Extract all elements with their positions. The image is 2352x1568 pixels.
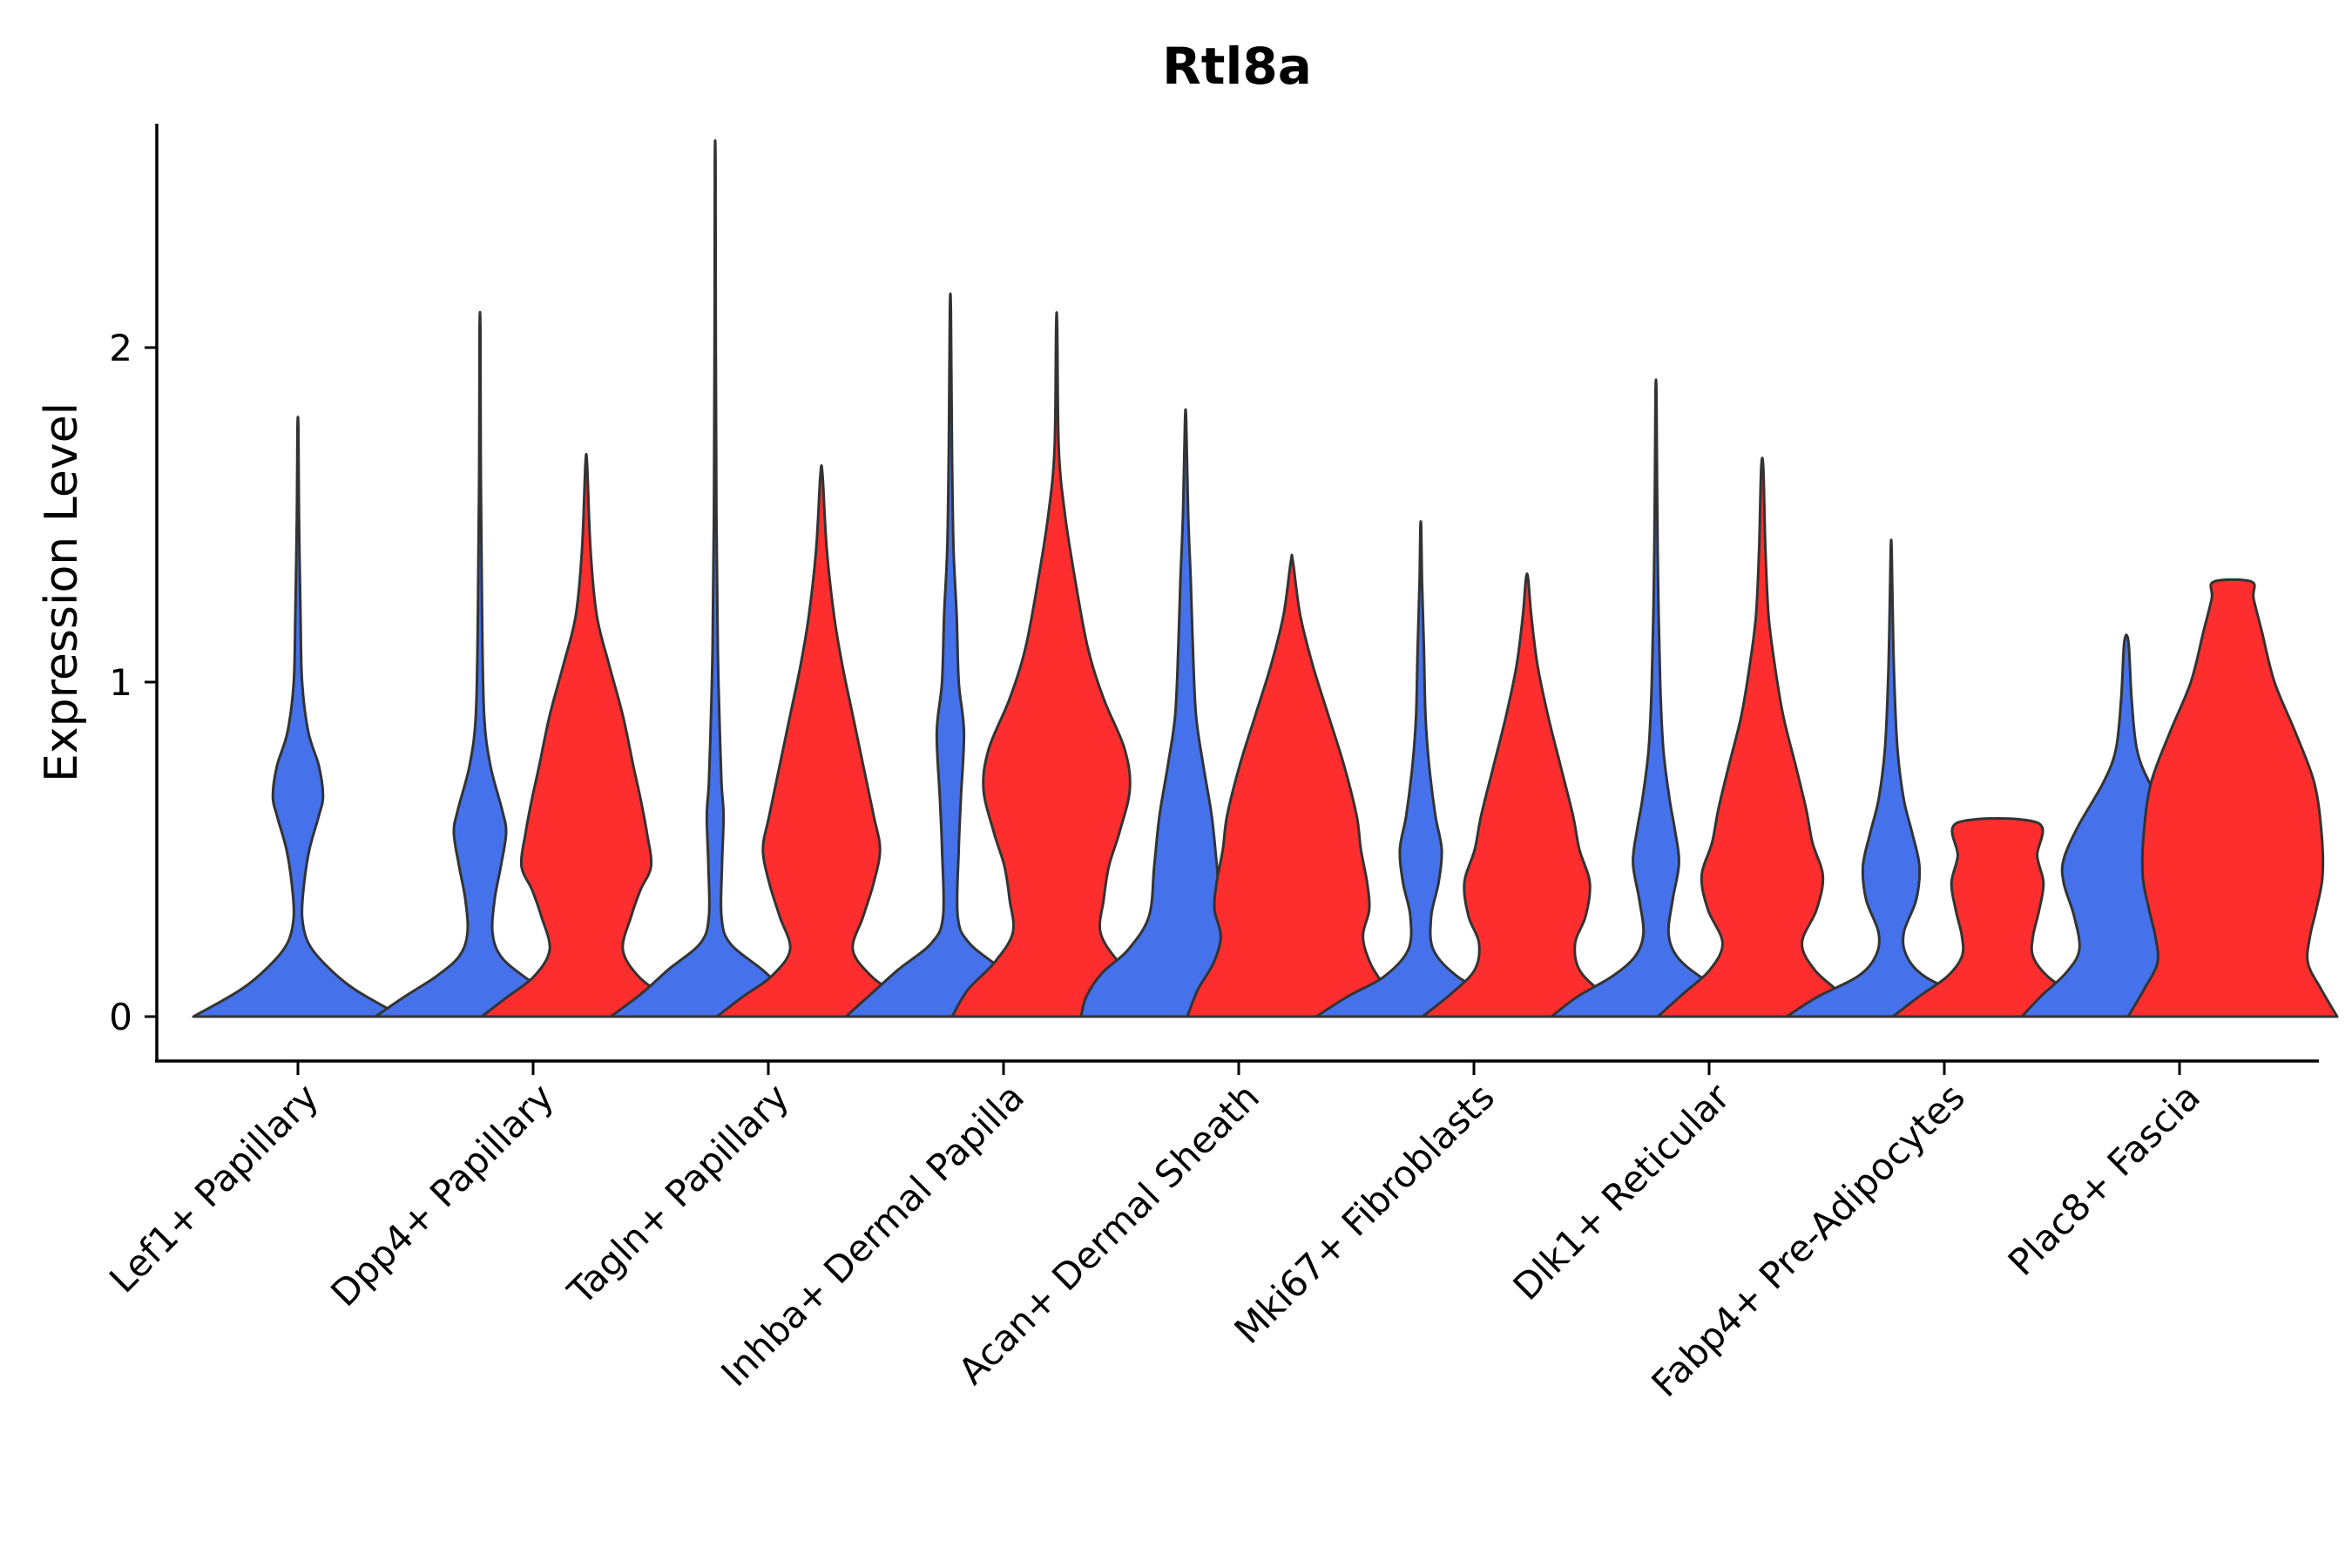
x-tick-label: Plac8+ Fascia xyxy=(2000,1075,2208,1283)
chart-title: Rtl8a xyxy=(1162,37,1312,96)
violin-group1 xyxy=(1785,538,1997,1018)
y-ticks: 0 1 2 xyxy=(109,327,157,1038)
violin-group2 xyxy=(1186,553,1398,1018)
violin-group2 xyxy=(715,463,928,1018)
violin-group1 xyxy=(192,416,404,1018)
y-tick-label: 2 xyxy=(109,327,132,369)
x-tick-label: Tagln+ Papillary xyxy=(559,1075,797,1313)
violin-group1 xyxy=(609,139,821,1018)
violin-group2 xyxy=(1656,456,1869,1018)
violin-group1 xyxy=(1550,378,1762,1018)
violin-group2 xyxy=(1421,572,1633,1018)
x-tick-label: Lef1+ Papillary xyxy=(101,1075,327,1301)
violin-group1 xyxy=(374,310,586,1018)
violin-group1 xyxy=(844,292,1057,1018)
violin-group1 xyxy=(1315,520,1527,1018)
violin-group2 xyxy=(2126,578,2339,1018)
x-tick-label: Dlk1+ Reticular xyxy=(1505,1075,1739,1308)
x-tick-label: Mki67+ Fibroblasts xyxy=(1227,1075,1503,1351)
y-axis-label: Expression Level xyxy=(36,402,88,782)
violins-layer xyxy=(192,139,2339,1018)
violin-group2 xyxy=(950,311,1163,1018)
x-tick-label: Dpp4+ Papillary xyxy=(322,1075,562,1315)
y-tick-label: 0 xyxy=(109,996,132,1038)
y-tick-label: 1 xyxy=(109,661,132,704)
violin-group2 xyxy=(1891,817,2104,1018)
violin-group2 xyxy=(480,452,693,1018)
